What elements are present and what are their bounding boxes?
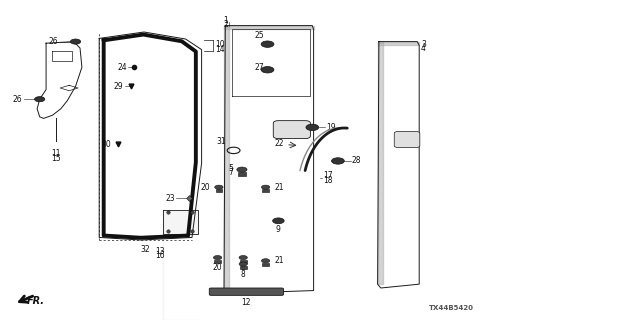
Text: 14: 14: [215, 45, 225, 54]
Text: 16: 16: [155, 252, 164, 260]
FancyBboxPatch shape: [394, 132, 420, 148]
Circle shape: [332, 158, 344, 164]
Text: 22: 22: [275, 139, 284, 148]
Text: TX44B5420: TX44B5420: [429, 305, 474, 311]
FancyBboxPatch shape: [238, 172, 246, 176]
FancyBboxPatch shape: [240, 260, 246, 263]
FancyBboxPatch shape: [262, 189, 269, 192]
Text: 1: 1: [223, 16, 228, 25]
Text: 7: 7: [228, 168, 233, 177]
Text: 8: 8: [241, 270, 246, 279]
Text: 11: 11: [52, 149, 61, 158]
Text: 25: 25: [254, 31, 264, 40]
Text: 20: 20: [212, 263, 223, 272]
Text: 18: 18: [323, 176, 333, 185]
Text: 32: 32: [141, 245, 150, 254]
Circle shape: [261, 41, 274, 47]
Text: 2: 2: [223, 20, 228, 29]
Circle shape: [239, 255, 248, 260]
Text: 29: 29: [114, 82, 124, 91]
Text: 5: 5: [228, 164, 233, 172]
Text: 9: 9: [276, 225, 281, 234]
Text: 28: 28: [352, 156, 362, 165]
Text: 10: 10: [215, 39, 225, 49]
Circle shape: [215, 185, 223, 189]
Text: 26: 26: [49, 37, 58, 46]
FancyBboxPatch shape: [209, 288, 284, 295]
Circle shape: [70, 39, 81, 44]
Circle shape: [35, 97, 45, 102]
Text: 31: 31: [216, 137, 226, 146]
Text: 27: 27: [254, 63, 264, 72]
Circle shape: [273, 218, 284, 224]
Text: 17: 17: [323, 171, 333, 180]
Text: 13: 13: [155, 247, 164, 256]
Text: 15: 15: [51, 154, 61, 163]
Text: 21: 21: [275, 183, 284, 192]
Circle shape: [261, 185, 270, 189]
Text: FR.: FR.: [27, 296, 45, 306]
Circle shape: [237, 167, 247, 172]
Text: 12: 12: [242, 298, 251, 307]
FancyBboxPatch shape: [262, 263, 269, 266]
Text: 24: 24: [117, 63, 127, 72]
Text: 23: 23: [165, 194, 175, 203]
FancyBboxPatch shape: [273, 121, 310, 139]
Text: 26: 26: [13, 95, 22, 104]
Text: 19: 19: [326, 123, 336, 132]
FancyBboxPatch shape: [214, 260, 221, 263]
Circle shape: [306, 124, 319, 131]
Text: 3: 3: [421, 40, 426, 49]
Text: 30: 30: [101, 140, 111, 148]
Circle shape: [214, 255, 222, 260]
Text: 6: 6: [241, 263, 246, 272]
Text: 20: 20: [200, 183, 210, 192]
Circle shape: [261, 259, 270, 263]
Circle shape: [261, 67, 274, 73]
Text: 21: 21: [275, 256, 284, 265]
Text: 4: 4: [421, 44, 426, 53]
Circle shape: [239, 262, 248, 266]
FancyBboxPatch shape: [240, 266, 246, 269]
FancyBboxPatch shape: [216, 189, 222, 192]
